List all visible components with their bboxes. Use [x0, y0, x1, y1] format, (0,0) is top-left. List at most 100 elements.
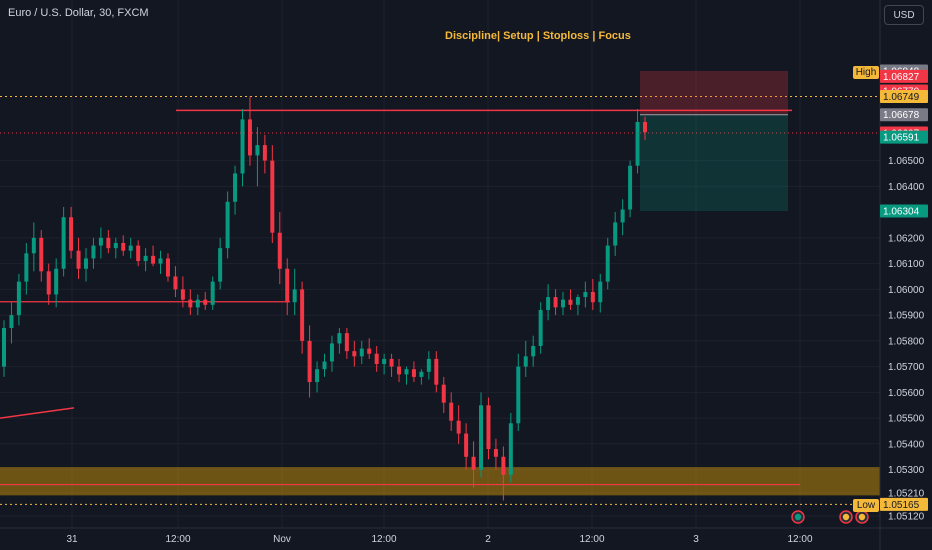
candle-body [277, 232, 282, 269]
candle-body [121, 242, 126, 251]
candle-body [449, 402, 454, 421]
candle-body [9, 315, 14, 328]
price-label-text: 1.06749 [883, 92, 920, 103]
x-tick-label: 12:00 [787, 534, 812, 545]
candle-body [404, 369, 409, 375]
candle-body [143, 255, 148, 262]
chart-drawings [0, 70, 880, 524]
candle-body [16, 281, 21, 316]
price-axis: 1.06500 1.06400 1.06200 1.06100 1.06000 1.059… [879, 0, 928, 550]
candle-body [613, 222, 618, 246]
candle-body [441, 384, 446, 403]
support-zone [0, 467, 880, 496]
y-tick-label: 1.05700 [888, 362, 925, 373]
candle-body [352, 351, 357, 357]
candle-body [225, 201, 230, 249]
candle-body [434, 358, 439, 385]
y-tick-label: 1.06400 [888, 182, 925, 193]
candle-body [158, 258, 163, 264]
candle-body [374, 353, 379, 365]
y-tick-label: 1.06100 [888, 259, 925, 270]
candle-body [583, 291, 588, 298]
candle-body [516, 366, 521, 424]
candle-body [195, 299, 200, 308]
x-tick-label: 31 [66, 534, 78, 545]
x-tick-label: 12:00 [165, 534, 190, 545]
y-tick-label: 1.06200 [888, 233, 925, 244]
low-label: Low [853, 499, 879, 512]
candle-body [315, 369, 320, 383]
y-tick-label: 1.05600 [888, 388, 925, 399]
chart-annotation-text: Discipline| Setup | Stoploss | Focus [445, 30, 631, 42]
event-flag-icon [858, 513, 866, 521]
candle-body [180, 289, 185, 300]
candle-body [247, 119, 252, 156]
candle-body [113, 242, 118, 249]
candle-body [24, 253, 29, 282]
price-label-text: 1.05165 [883, 500, 920, 511]
candle-body [2, 327, 6, 367]
x-tick-label: 12:00 [579, 534, 604, 545]
candle-body [307, 340, 312, 383]
candle-body [344, 333, 349, 352]
candle-body [329, 343, 334, 362]
high-label: High [853, 66, 879, 79]
event-flag-icon [794, 513, 802, 521]
candle-body [300, 289, 305, 341]
candle-body [464, 433, 469, 457]
symbol-title: Euro / U.S. Dollar, 30, FXCM [8, 7, 149, 19]
price-label-badge [880, 69, 928, 83]
candle-body [136, 245, 141, 262]
candle-body [46, 271, 51, 295]
candle-body [389, 358, 394, 367]
candle-body [151, 255, 156, 264]
currency-button[interactable]: USD [884, 5, 924, 25]
candle-body [367, 348, 372, 354]
y-tick-label: 1.05120 [888, 512, 925, 523]
candle-body [31, 237, 36, 254]
price-label-badge [880, 130, 928, 144]
candle-body [493, 449, 498, 457]
candlestick-series [2, 96, 647, 501]
candle-body [255, 145, 260, 156]
candle-body [479, 405, 484, 470]
candle-body [322, 361, 327, 370]
candle-body [106, 237, 111, 249]
candle-body [262, 145, 267, 161]
candle-body [233, 173, 238, 202]
candle-body [546, 297, 551, 310]
candle-body [411, 369, 416, 377]
candle-body [218, 248, 223, 282]
candle-body [337, 333, 342, 344]
price-label-badge [880, 89, 928, 103]
y-tick-label: 1.05800 [888, 336, 925, 347]
y-tick-label: 1.06000 [888, 285, 925, 296]
candle-body [575, 297, 580, 305]
candle-body [590, 291, 595, 303]
candle-body [426, 358, 431, 372]
candle-body [568, 299, 573, 305]
y-tick-label: 1.06500 [888, 156, 925, 167]
x-tick-label: 12:00 [371, 534, 396, 545]
candle-body [538, 309, 543, 347]
candle-body [270, 160, 275, 233]
candle-body [285, 268, 290, 303]
candle-body [598, 281, 603, 303]
candle-body [203, 299, 208, 305]
trend-line [0, 407, 75, 419]
y-tick-label: 1.05400 [888, 439, 925, 450]
candle-body [523, 356, 528, 367]
candle-body [61, 217, 66, 269]
candle-body [486, 405, 491, 450]
candle-body [553, 297, 558, 308]
candle-body [188, 299, 193, 308]
candle-body [69, 217, 74, 251]
candle-body [561, 299, 566, 308]
x-tick-label: 2 [485, 534, 491, 545]
price-label-badge [880, 108, 928, 122]
candle-body [83, 258, 88, 269]
candle-body [173, 276, 178, 290]
candle-body [39, 237, 44, 272]
candle-body [501, 456, 506, 475]
